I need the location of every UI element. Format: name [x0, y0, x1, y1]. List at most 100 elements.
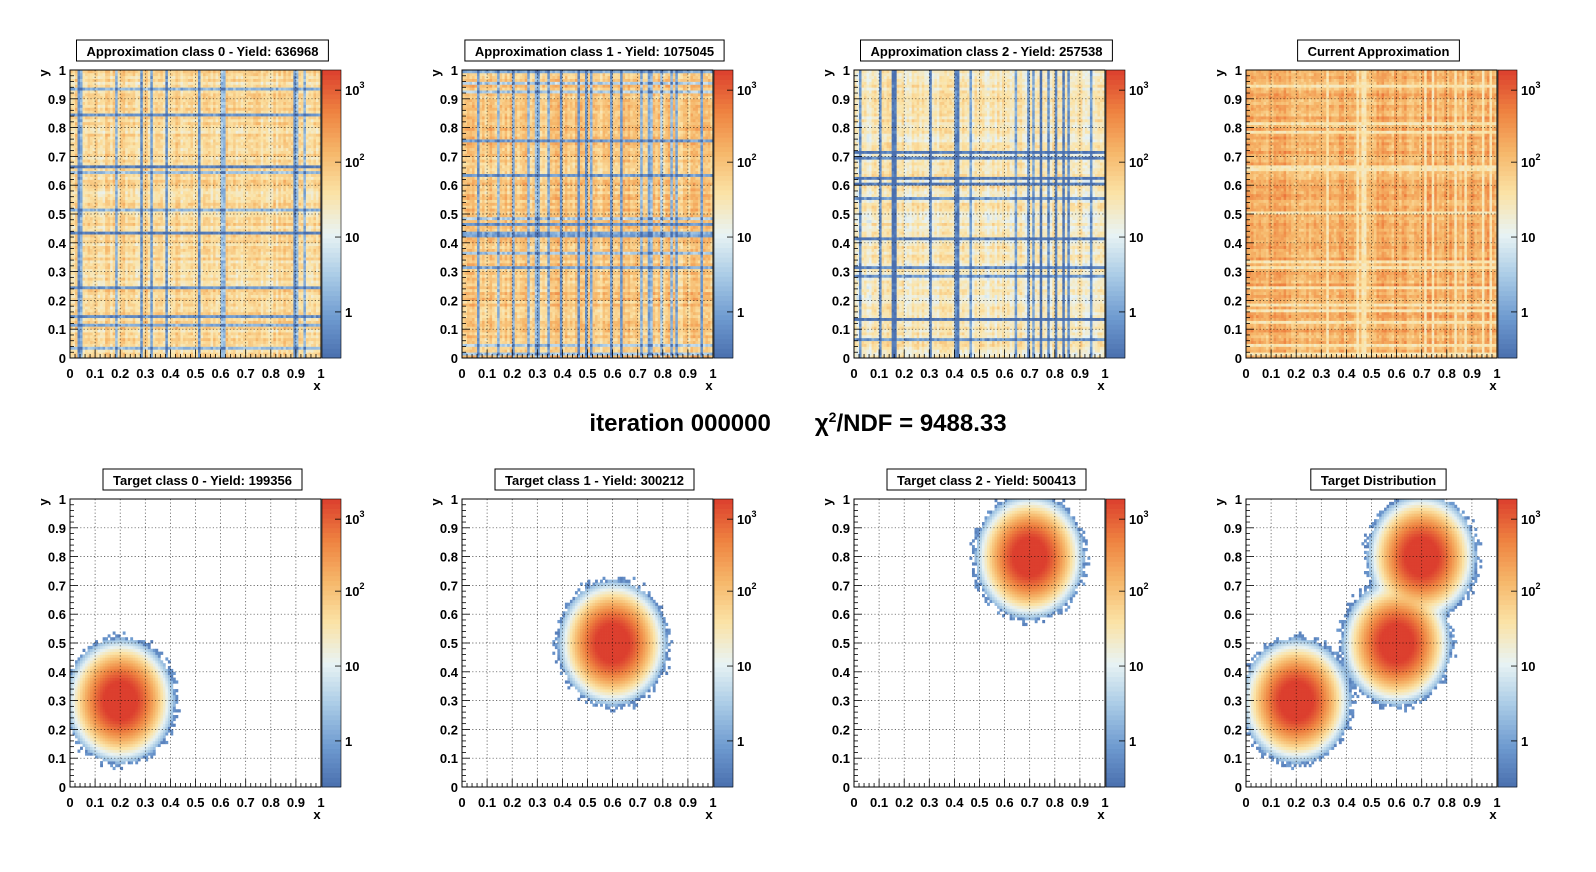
z-tick-label: 1	[1521, 305, 1528, 320]
y-tick-label: 1	[1235, 492, 1242, 507]
x-tick-label: 0.6	[604, 795, 622, 810]
y-tick-label: 0.5	[48, 636, 66, 651]
panel-title: Target class 0 - Yield: 199356	[113, 473, 292, 488]
heatmap-panel: 0 0.1 0.2 0.3 0.4 0.5 0.6 0.7 0.8 0.9 100.10.20.30…	[36, 63, 364, 393]
y-tick-label: 0.7	[832, 149, 850, 164]
y-tick-label: 0.5	[832, 207, 850, 222]
y-tick-label: 0.2	[1224, 722, 1242, 737]
x-tick-label: 0.8	[654, 795, 672, 810]
y-tick-label: 0	[451, 351, 458, 366]
x-tick-label: 0.3	[920, 795, 938, 810]
x-tick-label: 0.7	[1413, 366, 1431, 381]
z-tick-label: 1	[737, 305, 744, 320]
x-tick-label: 0.4	[1337, 795, 1356, 810]
x-tick-label: 0.7	[629, 795, 647, 810]
y-tick-label: 0.7	[1224, 578, 1242, 593]
panel-title: Current Approximation	[1308, 44, 1450, 59]
x-tick-label: 0.4	[553, 366, 572, 381]
x-tick-label: 0.8	[654, 366, 672, 381]
y-tick-label: 0	[1235, 351, 1242, 366]
x-tick-label: 0.9	[1463, 366, 1481, 381]
y-tick-label: 0.7	[440, 578, 458, 593]
x-axis-label: x	[1097, 378, 1105, 393]
y-tick-label: 0.1	[1224, 322, 1242, 337]
chi2-label: χ2/NDF = 9488.33	[815, 410, 1007, 437]
panel-title: Target Distribution	[1321, 473, 1436, 488]
x-tick-label: 0.4	[161, 795, 180, 810]
x-tick-label: 0.2	[111, 366, 129, 381]
x-tick-label: 0.9	[1071, 795, 1089, 810]
x-tick-label: 0.9	[287, 366, 305, 381]
y-tick-label: 0.7	[832, 578, 850, 593]
x-tick-label: 0.8	[1046, 366, 1064, 381]
y-tick-label: 0.6	[1224, 178, 1242, 193]
y-tick-label: 0.6	[1224, 607, 1242, 622]
x-tick-label: 0.6	[996, 795, 1014, 810]
x-tick-label: 0.7	[237, 795, 255, 810]
iteration-label: iteration 000000	[589, 410, 770, 437]
x-tick-label: 0.1	[478, 795, 496, 810]
y-tick-label: 0.3	[832, 694, 850, 709]
x-tick-label: 0.3	[528, 366, 546, 381]
y-tick-label: 0.2	[1224, 293, 1242, 308]
x-tick-label: 0.4	[1337, 366, 1356, 381]
x-tick-label: 0.3	[920, 366, 938, 381]
x-tick-label: 0.2	[895, 366, 913, 381]
y-tick-label: 0.2	[440, 293, 458, 308]
x-tick-label: 0	[1242, 366, 1249, 381]
y-tick-label: 0.3	[832, 265, 850, 280]
z-tick-label: 102	[1521, 152, 1540, 170]
y-tick-label: 0.7	[48, 149, 66, 164]
z-tick-label: 102	[1521, 581, 1540, 599]
z-tick-label: 10	[737, 230, 751, 245]
y-tick-label: 0.9	[1224, 521, 1242, 536]
y-tick-label: 0.8	[832, 550, 850, 565]
z-tick-label: 10	[1129, 230, 1143, 245]
x-tick-label: 0.6	[1388, 795, 1406, 810]
heatmap-panel: 0 0.1 0.2 0.3 0.4 0.5 0.6 0.7 0.8 0.9 100.10.20.30…	[1212, 63, 1540, 393]
y-tick-label: 0.8	[48, 121, 66, 136]
y-tick-label: 0	[451, 780, 458, 795]
y-tick-label: 0.7	[48, 578, 66, 593]
y-tick-label: 1	[451, 492, 458, 507]
x-tick-label: 0.4	[161, 366, 180, 381]
y-tick-label: 0.2	[48, 722, 66, 737]
z-tick-label: 10	[1521, 659, 1535, 674]
x-tick-label: 0.5	[970, 795, 988, 810]
y-tick-label: 0.5	[440, 636, 458, 651]
y-tick-label: 0.7	[440, 149, 458, 164]
iteration-chi2-header: iteration 000000 χ2/NDF = 9488.33	[0, 409, 1596, 438]
y-tick-label: 1	[1235, 63, 1242, 78]
y-tick-label: 0.5	[48, 207, 66, 222]
x-axis-label: x	[313, 807, 321, 822]
x-tick-label: 0.2	[895, 795, 913, 810]
x-tick-label: 0.3	[1312, 366, 1330, 381]
y-tick-label: 1	[843, 492, 850, 507]
y-tick-label: 0.4	[48, 236, 67, 251]
y-tick-label: 0.1	[48, 322, 66, 337]
y-tick-label: 0.4	[440, 665, 459, 680]
z-tick-label: 103	[1129, 509, 1148, 527]
z-tick-label: 1	[1129, 305, 1136, 320]
z-tick-label: 102	[345, 581, 364, 599]
y-tick-label: 0	[843, 351, 850, 366]
y-tick-label: 0.3	[1224, 265, 1242, 280]
y-tick-label: 0.6	[48, 607, 66, 622]
y-tick-label: 0.4	[1224, 665, 1243, 680]
y-tick-label: 0.9	[440, 521, 458, 536]
y-tick-label: 0.8	[440, 121, 458, 136]
grid-lines	[462, 499, 713, 787]
panel-title: Target class 2 - Yield: 500413	[897, 473, 1076, 488]
y-axis-label: y	[1212, 69, 1227, 77]
x-tick-label: 0.8	[1046, 795, 1064, 810]
x-tick-label: 0.1	[86, 366, 104, 381]
x-tick-label: 0.2	[1287, 366, 1305, 381]
x-tick-label: 0.6	[212, 795, 230, 810]
x-tick-label: 0.5	[186, 795, 204, 810]
y-tick-label: 0.2	[440, 722, 458, 737]
heatmap-panel: 0 0.1 0.2 0.3 0.4 0.5 0.6 0.7 0.8 0.9 100.10.20.30…	[36, 492, 364, 822]
z-tick-label: 10	[1129, 659, 1143, 674]
y-tick-label: 1	[59, 63, 66, 78]
x-tick-label: 0	[66, 795, 73, 810]
